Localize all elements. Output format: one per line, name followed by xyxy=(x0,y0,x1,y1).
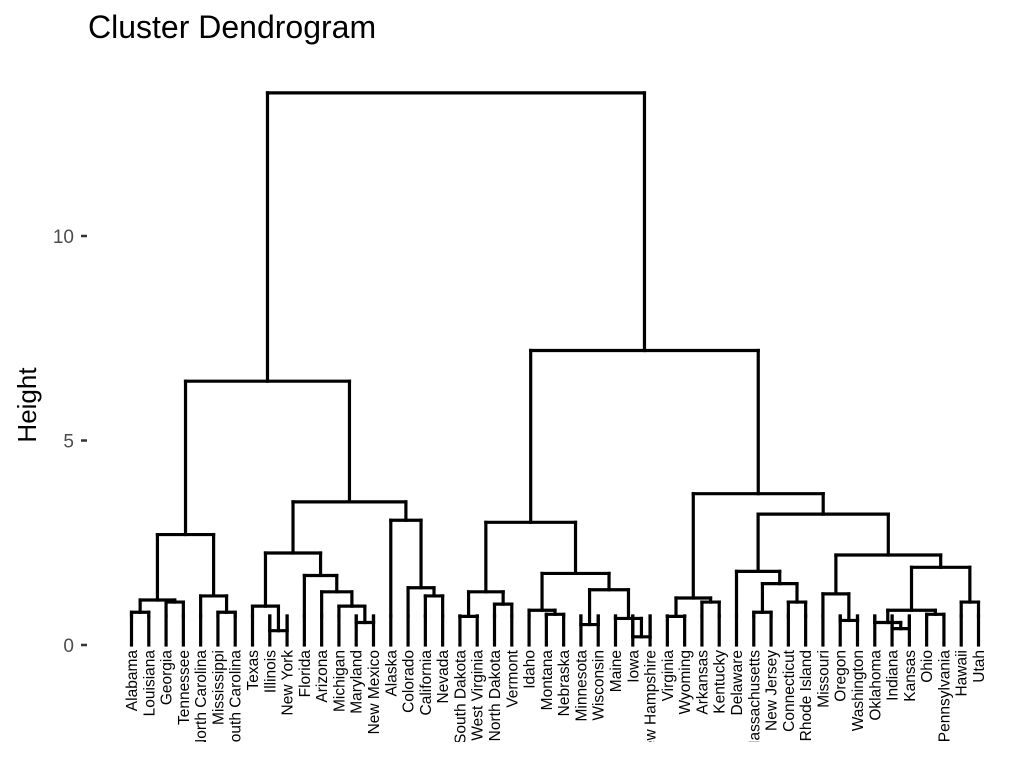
leaf-label: Alabama xyxy=(124,650,141,712)
leaf-label: Illinois xyxy=(262,650,279,693)
leaf-label: Wyoming xyxy=(677,650,694,714)
leaf-label: Nevada xyxy=(435,650,452,704)
leaf-label: West Virginia xyxy=(470,650,487,741)
leaf-label: Wisconsin xyxy=(591,650,608,721)
leaf-labels: Alabama Louisiana Georgia Tennessee North Ca… xyxy=(124,649,988,760)
leaf-label: Mississippi xyxy=(210,650,227,725)
y-axis: 0 5 10 xyxy=(53,227,87,657)
leaf-label: Ohio xyxy=(919,650,936,683)
leaf-label: Delaware xyxy=(729,650,746,715)
leaf-label: Louisiana xyxy=(141,650,158,717)
leaf-label: Colorado xyxy=(401,650,418,713)
y-tick-label: 10 xyxy=(53,227,74,248)
leaf-label: Montana xyxy=(539,650,556,711)
leaf-label: Arkansas xyxy=(694,650,711,715)
leaf-label: Oklahoma xyxy=(867,650,884,721)
leaf-label: Iowa xyxy=(625,650,642,683)
leaf-label: Georgia xyxy=(159,650,176,706)
dendrogram-tree xyxy=(129,91,981,647)
leaf-label: Maryland xyxy=(349,650,366,714)
leaf-label: Kansas xyxy=(902,650,919,702)
leaf-label: Hawaii xyxy=(954,650,971,697)
leaf-label: New Mexico xyxy=(366,650,383,734)
leaf-label: Minnesota xyxy=(573,650,590,722)
leaf-label: Idaho xyxy=(522,650,539,689)
leaf-label: Maine xyxy=(608,650,625,692)
leaf-label: Kentucky xyxy=(712,650,729,714)
leaf-label: Missouri xyxy=(815,650,832,708)
leaf-label: Rhode Island xyxy=(798,650,815,741)
y-tick-label: 5 xyxy=(63,432,74,453)
y-tick-label: 0 xyxy=(63,636,74,657)
y-axis-label: Height xyxy=(12,367,42,443)
leaf-label: Virginia xyxy=(660,650,677,702)
chart-title: Cluster Dendrogram xyxy=(88,9,376,45)
leaf-label: Washington xyxy=(850,650,867,731)
leaf-label: Michigan xyxy=(331,650,348,712)
leaf-label: Connecticut xyxy=(781,649,798,732)
leaf-label: Alaska xyxy=(383,650,400,697)
leaf-label: Massachusetts xyxy=(746,650,763,754)
leaf-label: South Carolina xyxy=(228,650,245,753)
leaf-label: Tennessee xyxy=(176,650,193,725)
leaf-label: Indiana xyxy=(885,650,902,701)
leaf-label: North Dakota xyxy=(487,650,504,742)
leaf-label: Texas xyxy=(245,650,262,691)
leaf-label: California xyxy=(418,650,435,716)
leaf-label: New Hampshire xyxy=(643,650,660,760)
leaf-label: Florida xyxy=(297,650,314,698)
leaf-label: Oregon xyxy=(833,650,850,702)
leaf-label: Arizona xyxy=(314,650,331,703)
leaf-label: Vermont xyxy=(504,649,521,707)
leaf-label: Pennsylvania xyxy=(936,650,953,743)
leaf-label: New Jersey xyxy=(764,650,781,731)
leaf-label: Nebraska xyxy=(556,650,573,717)
leaf-label: North Carolina xyxy=(193,650,210,750)
leaf-label: New York xyxy=(280,650,297,716)
leaf-label: Utah xyxy=(971,650,988,683)
leaf-label: South Dakota xyxy=(452,650,469,744)
